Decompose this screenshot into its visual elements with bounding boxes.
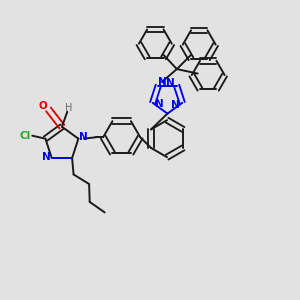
Text: N: N: [171, 100, 180, 110]
Text: H: H: [65, 103, 73, 113]
Text: N: N: [155, 99, 164, 110]
Text: N: N: [79, 133, 88, 142]
Text: O: O: [39, 101, 47, 111]
Text: N: N: [166, 77, 174, 88]
Text: Cl: Cl: [20, 131, 31, 141]
Text: N: N: [42, 152, 51, 162]
Text: N: N: [158, 77, 167, 87]
